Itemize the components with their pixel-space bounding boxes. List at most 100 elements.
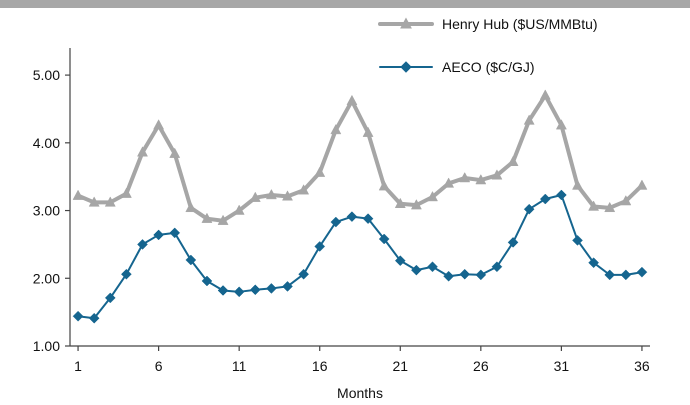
- series-layer: [72, 89, 648, 324]
- aeco-point: [475, 269, 487, 281]
- y-tick-label: 3.00: [33, 203, 60, 219]
- aeco-point: [507, 237, 519, 248]
- henry-hub-point: [120, 187, 132, 198]
- y-tick-label: 5.00: [33, 67, 60, 83]
- aeco-point: [620, 269, 632, 281]
- henry-hub-point: [137, 146, 148, 157]
- aeco-point: [394, 255, 406, 267]
- aeco-point: [217, 285, 229, 296]
- aeco-point: [282, 281, 293, 292]
- henry-hub-point: [169, 147, 181, 158]
- x-tick-label: 31: [554, 358, 570, 374]
- aeco-point: [72, 310, 84, 322]
- x-tick-label: 1: [74, 358, 82, 374]
- henry-hub-point: [265, 188, 277, 200]
- legend-marker-aeco: [400, 61, 412, 73]
- top-bar: [0, 0, 690, 8]
- aeco-point: [604, 269, 616, 281]
- henry-hub-point: [249, 191, 261, 202]
- x-tick-layer: 1 6 11 16 21 26 31 36: [74, 346, 650, 374]
- henry-hub-point: [443, 177, 455, 188]
- henry-hub-point: [153, 119, 165, 130]
- aeco-point: [298, 268, 309, 280]
- aeco-point: [153, 229, 164, 241]
- aeco-point: [523, 203, 535, 215]
- aeco-point: [636, 266, 648, 278]
- henry-hub-point: [475, 174, 487, 185]
- aeco-point: [362, 213, 374, 225]
- legend-label-henry-hub: Henry Hub ($US/MMBtu): [442, 16, 598, 32]
- x-axis-label: Months: [337, 385, 383, 401]
- x-tick-label: 26: [473, 358, 489, 374]
- henry-hub-point: [620, 195, 632, 206]
- x-tick-label: 36: [634, 358, 650, 374]
- henry-hub-point: [104, 196, 116, 207]
- series-aeco: [72, 189, 648, 324]
- aeco-point: [169, 227, 181, 239]
- aeco-point: [427, 261, 438, 273]
- henry-hub-point: [201, 212, 213, 223]
- aeco-point: [411, 264, 422, 276]
- henry-hub-line: [76, 93, 644, 223]
- series-henry-hub: [72, 89, 648, 225]
- henry-hub-point: [362, 126, 374, 137]
- aeco-point: [104, 292, 116, 304]
- aeco-point: [185, 254, 197, 266]
- x-tick-label: 11: [232, 358, 247, 374]
- henry-hub-point: [217, 214, 229, 225]
- aeco-point: [330, 216, 342, 228]
- y-tick-label: 2.00: [33, 270, 60, 286]
- henry-hub-point: [346, 94, 358, 106]
- x-tick-label: 6: [155, 358, 163, 374]
- y-tick-label: 4.00: [33, 135, 60, 151]
- henry-hub-point: [588, 200, 600, 211]
- henry-hub-point: [394, 197, 406, 208]
- aeco-point: [491, 261, 503, 273]
- henry-hub-point: [282, 190, 293, 201]
- y-tick-label: 1.00: [33, 338, 60, 354]
- henry-hub-point: [298, 184, 310, 195]
- aeco-point: [378, 233, 390, 245]
- aeco-point: [588, 257, 599, 269]
- aeco-point: [572, 234, 583, 246]
- henry-hub-point: [233, 204, 245, 215]
- aeco-point: [556, 189, 567, 201]
- henry-hub-point: [410, 199, 422, 210]
- aeco-point: [346, 211, 358, 222]
- aeco-point: [539, 193, 551, 205]
- aeco-line: [77, 193, 643, 320]
- aeco-point: [249, 284, 261, 296]
- legend-item-aeco: AECO ($C/GJ): [379, 59, 535, 75]
- axes-layer: [69, 48, 650, 347]
- x-tick-label: 16: [312, 358, 328, 374]
- henry-hub-point: [491, 169, 503, 180]
- aeco-point: [121, 268, 132, 280]
- aeco-point: [459, 268, 471, 280]
- henry-hub-point: [507, 155, 519, 166]
- henry-hub-point: [72, 189, 84, 200]
- legend-label-aeco: AECO ($C/GJ): [442, 59, 535, 75]
- legend-marker-henry-hub: [400, 17, 412, 29]
- henry-hub-point: [523, 114, 535, 125]
- henry-hub-point: [604, 201, 616, 213]
- aeco-point: [201, 275, 213, 287]
- henry-hub-point: [427, 190, 438, 202]
- legend-item-henry-hub: Henry Hub ($US/MMBtu): [378, 16, 598, 32]
- legend: Henry Hub ($US/MMBtu) AECO ($C/GJ): [378, 16, 598, 75]
- henry-hub-point: [539, 89, 551, 100]
- henry-hub-point: [636, 179, 648, 190]
- henry-hub-point: [330, 123, 342, 135]
- henry-hub-point: [555, 119, 567, 130]
- henry-hub-point: [185, 201, 197, 213]
- x-tick-label: 21: [392, 358, 408, 374]
- y-tick-layer: 1.00 2.00 3.00 4.00 5.00: [33, 67, 70, 354]
- aeco-point: [88, 312, 100, 324]
- aeco-point: [137, 239, 148, 250]
- aeco-point: [266, 283, 277, 294]
- aeco-point: [314, 241, 326, 252]
- aeco-point: [233, 286, 245, 298]
- henry-hub-point: [314, 166, 326, 177]
- aeco-point: [443, 270, 454, 282]
